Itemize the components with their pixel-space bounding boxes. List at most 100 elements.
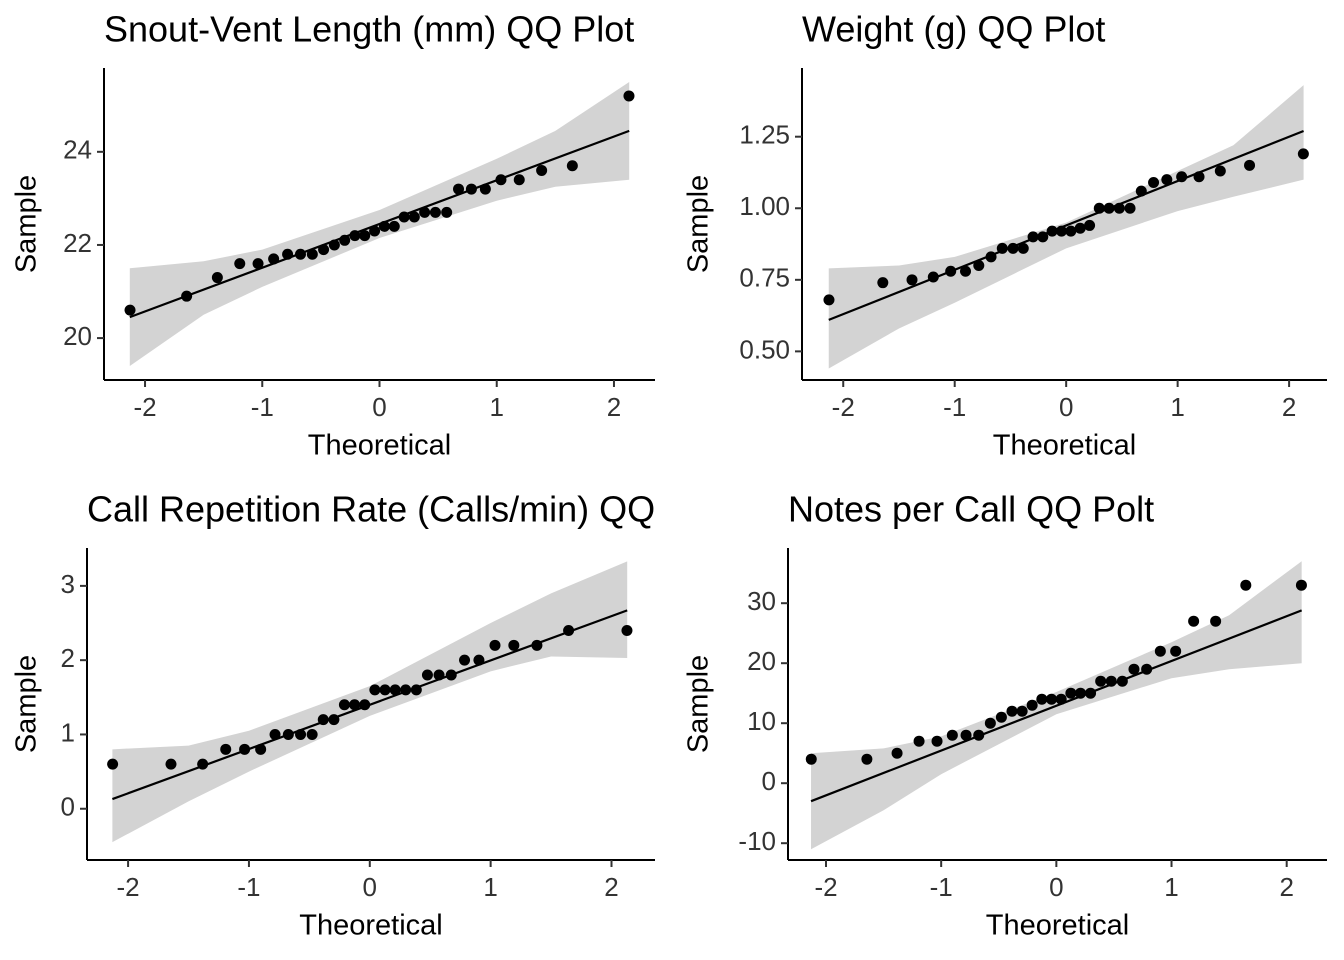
point [429,206,441,218]
point [473,654,485,666]
chart-title: Notes per Call QQ Polt [788,489,1154,530]
point [973,260,985,272]
point [536,164,548,176]
point [1295,579,1307,591]
y-axis-label: Sample [11,175,43,273]
y-tick-label: 1 [61,717,75,747]
panel: -2 -1 0 1 2 0.50 0.75 1.00 1.25 Theoretical Sample… [683,9,1327,462]
point [1046,225,1058,237]
point [269,728,281,740]
point [211,272,223,284]
x-axis-label: Theoretical [993,430,1136,462]
x-tick-label: -2 [133,392,156,422]
y-tick-label: 30 [747,586,776,616]
point [996,242,1008,254]
x-tick-label: 2 [1279,872,1293,902]
chart-title: Weight (g) QQ Plot [802,9,1105,50]
point [563,624,575,636]
point [805,753,817,765]
point [107,758,119,770]
point [1128,663,1140,675]
point [453,183,465,195]
y-tick-label: 0.75 [739,263,790,293]
point [328,714,340,726]
point [459,654,471,666]
point [1244,159,1256,171]
point [369,225,381,237]
point [566,160,578,172]
y-tick-label: 20 [747,646,776,676]
x-axis-label: Theoretical [299,910,442,942]
point [877,277,889,289]
point [255,743,267,755]
x-tick-label: 0 [1049,872,1063,902]
confidence-band [112,561,628,843]
point [985,251,997,263]
point [913,735,925,747]
point [306,728,318,740]
y-tick-label: 20 [63,321,92,351]
point [960,265,972,277]
x-tick-label: 0 [363,872,377,902]
point [282,248,294,260]
point [531,639,543,651]
point [1135,185,1147,197]
point [1084,219,1096,231]
point [1148,176,1160,188]
point [239,743,251,755]
point [1105,675,1117,687]
point [621,624,633,636]
point [1027,231,1039,243]
point [906,274,918,286]
point [197,758,209,770]
point [234,258,246,270]
point [419,206,431,218]
point [960,729,972,741]
point [1141,663,1153,675]
x-tick-label: -1 [251,392,274,422]
point [1016,705,1028,717]
y-tick-label: 1.00 [739,191,790,221]
point [1193,171,1205,183]
point [389,684,401,696]
point [124,304,136,316]
x-tick-label: 1 [1170,392,1184,422]
y-tick-label: 22 [63,228,92,258]
point [1124,202,1136,214]
point [181,290,193,302]
point [328,239,340,251]
point [282,728,294,740]
point [338,699,350,711]
point [1065,687,1077,699]
x-tick-label: 2 [604,872,618,902]
point [1161,174,1173,186]
point [1214,165,1226,177]
x-tick-label: 0 [1059,392,1073,422]
point [945,265,957,277]
point [995,711,1007,723]
point [973,729,985,741]
reference-line [810,609,1303,803]
y-axis-label: Sample [683,655,715,753]
point [946,729,958,741]
point [294,248,306,260]
x-axis-label: Theoretical [308,430,451,462]
x-tick-label: -1 [237,872,260,902]
x-tick-label: -1 [943,392,966,422]
point [1297,148,1309,160]
point [1085,687,1097,699]
point [1007,242,1019,254]
panel: -2 -1 0 1 2-100102030TheoreticalSampleNotes … [683,489,1327,942]
y-axis-label: Sample [683,175,715,273]
point [359,230,371,242]
x-tick-label: -2 [117,872,140,902]
y-axis-label: Sample [11,655,43,753]
point [1093,202,1105,214]
point [479,183,491,195]
point [623,90,635,102]
point [984,717,996,729]
point [1026,699,1038,711]
x-tick-label: 1 [483,872,497,902]
chart-title: Call Repetition Rate (Calls/min) QQ [87,489,655,530]
